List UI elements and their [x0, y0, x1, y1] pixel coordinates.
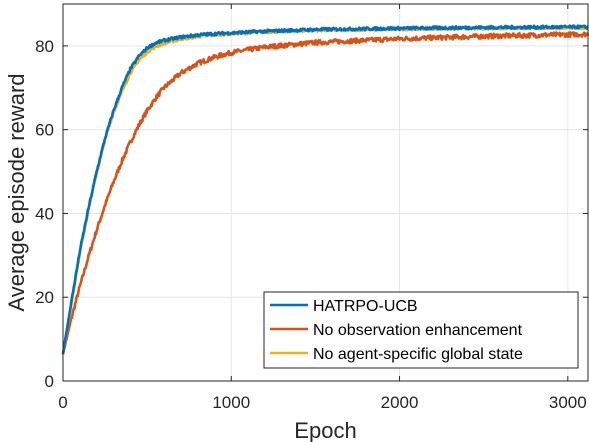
legend-box: [263, 291, 579, 369]
legend-entry: No observation enhancement: [313, 322, 523, 339]
y-tick-label: 20: [35, 288, 54, 307]
series-lines: [61, 24, 589, 355]
x-tick-label: 2000: [381, 393, 419, 412]
series-line-0: [61, 24, 589, 355]
legend-entry: No agent-specific global state: [313, 346, 523, 363]
series-line-1: [61, 31, 589, 355]
x-tick-label: 0: [58, 393, 67, 412]
x-tick-label: 3000: [549, 393, 587, 412]
x-tick-label: 1000: [212, 393, 250, 412]
legend: HATRPO-UCB No observation enhancement No a…: [263, 291, 579, 369]
tick-labels: 0 1000 2000 3000 0 20 40 60 80: [35, 37, 587, 412]
tick-marks: [62, 4, 588, 382]
y-tick-label: 0: [45, 372, 54, 391]
y-tick-label: 80: [35, 37, 54, 56]
y-tick-label: 60: [35, 121, 54, 140]
series-line-2: [61, 25, 589, 355]
y-tick-label: 40: [35, 204, 54, 223]
axes-frame: [62, 3, 589, 382]
x-axis-label: Epoch: [294, 418, 356, 442]
legend-entry: HATRPO-UCB: [313, 298, 418, 315]
y-axis-label: Average episode reward: [4, 73, 29, 311]
